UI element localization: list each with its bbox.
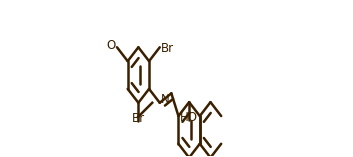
Text: N: N: [161, 93, 169, 106]
Text: HO: HO: [180, 111, 198, 124]
Text: O: O: [106, 39, 116, 52]
Text: Br: Br: [161, 42, 174, 55]
Text: Br: Br: [132, 112, 145, 125]
